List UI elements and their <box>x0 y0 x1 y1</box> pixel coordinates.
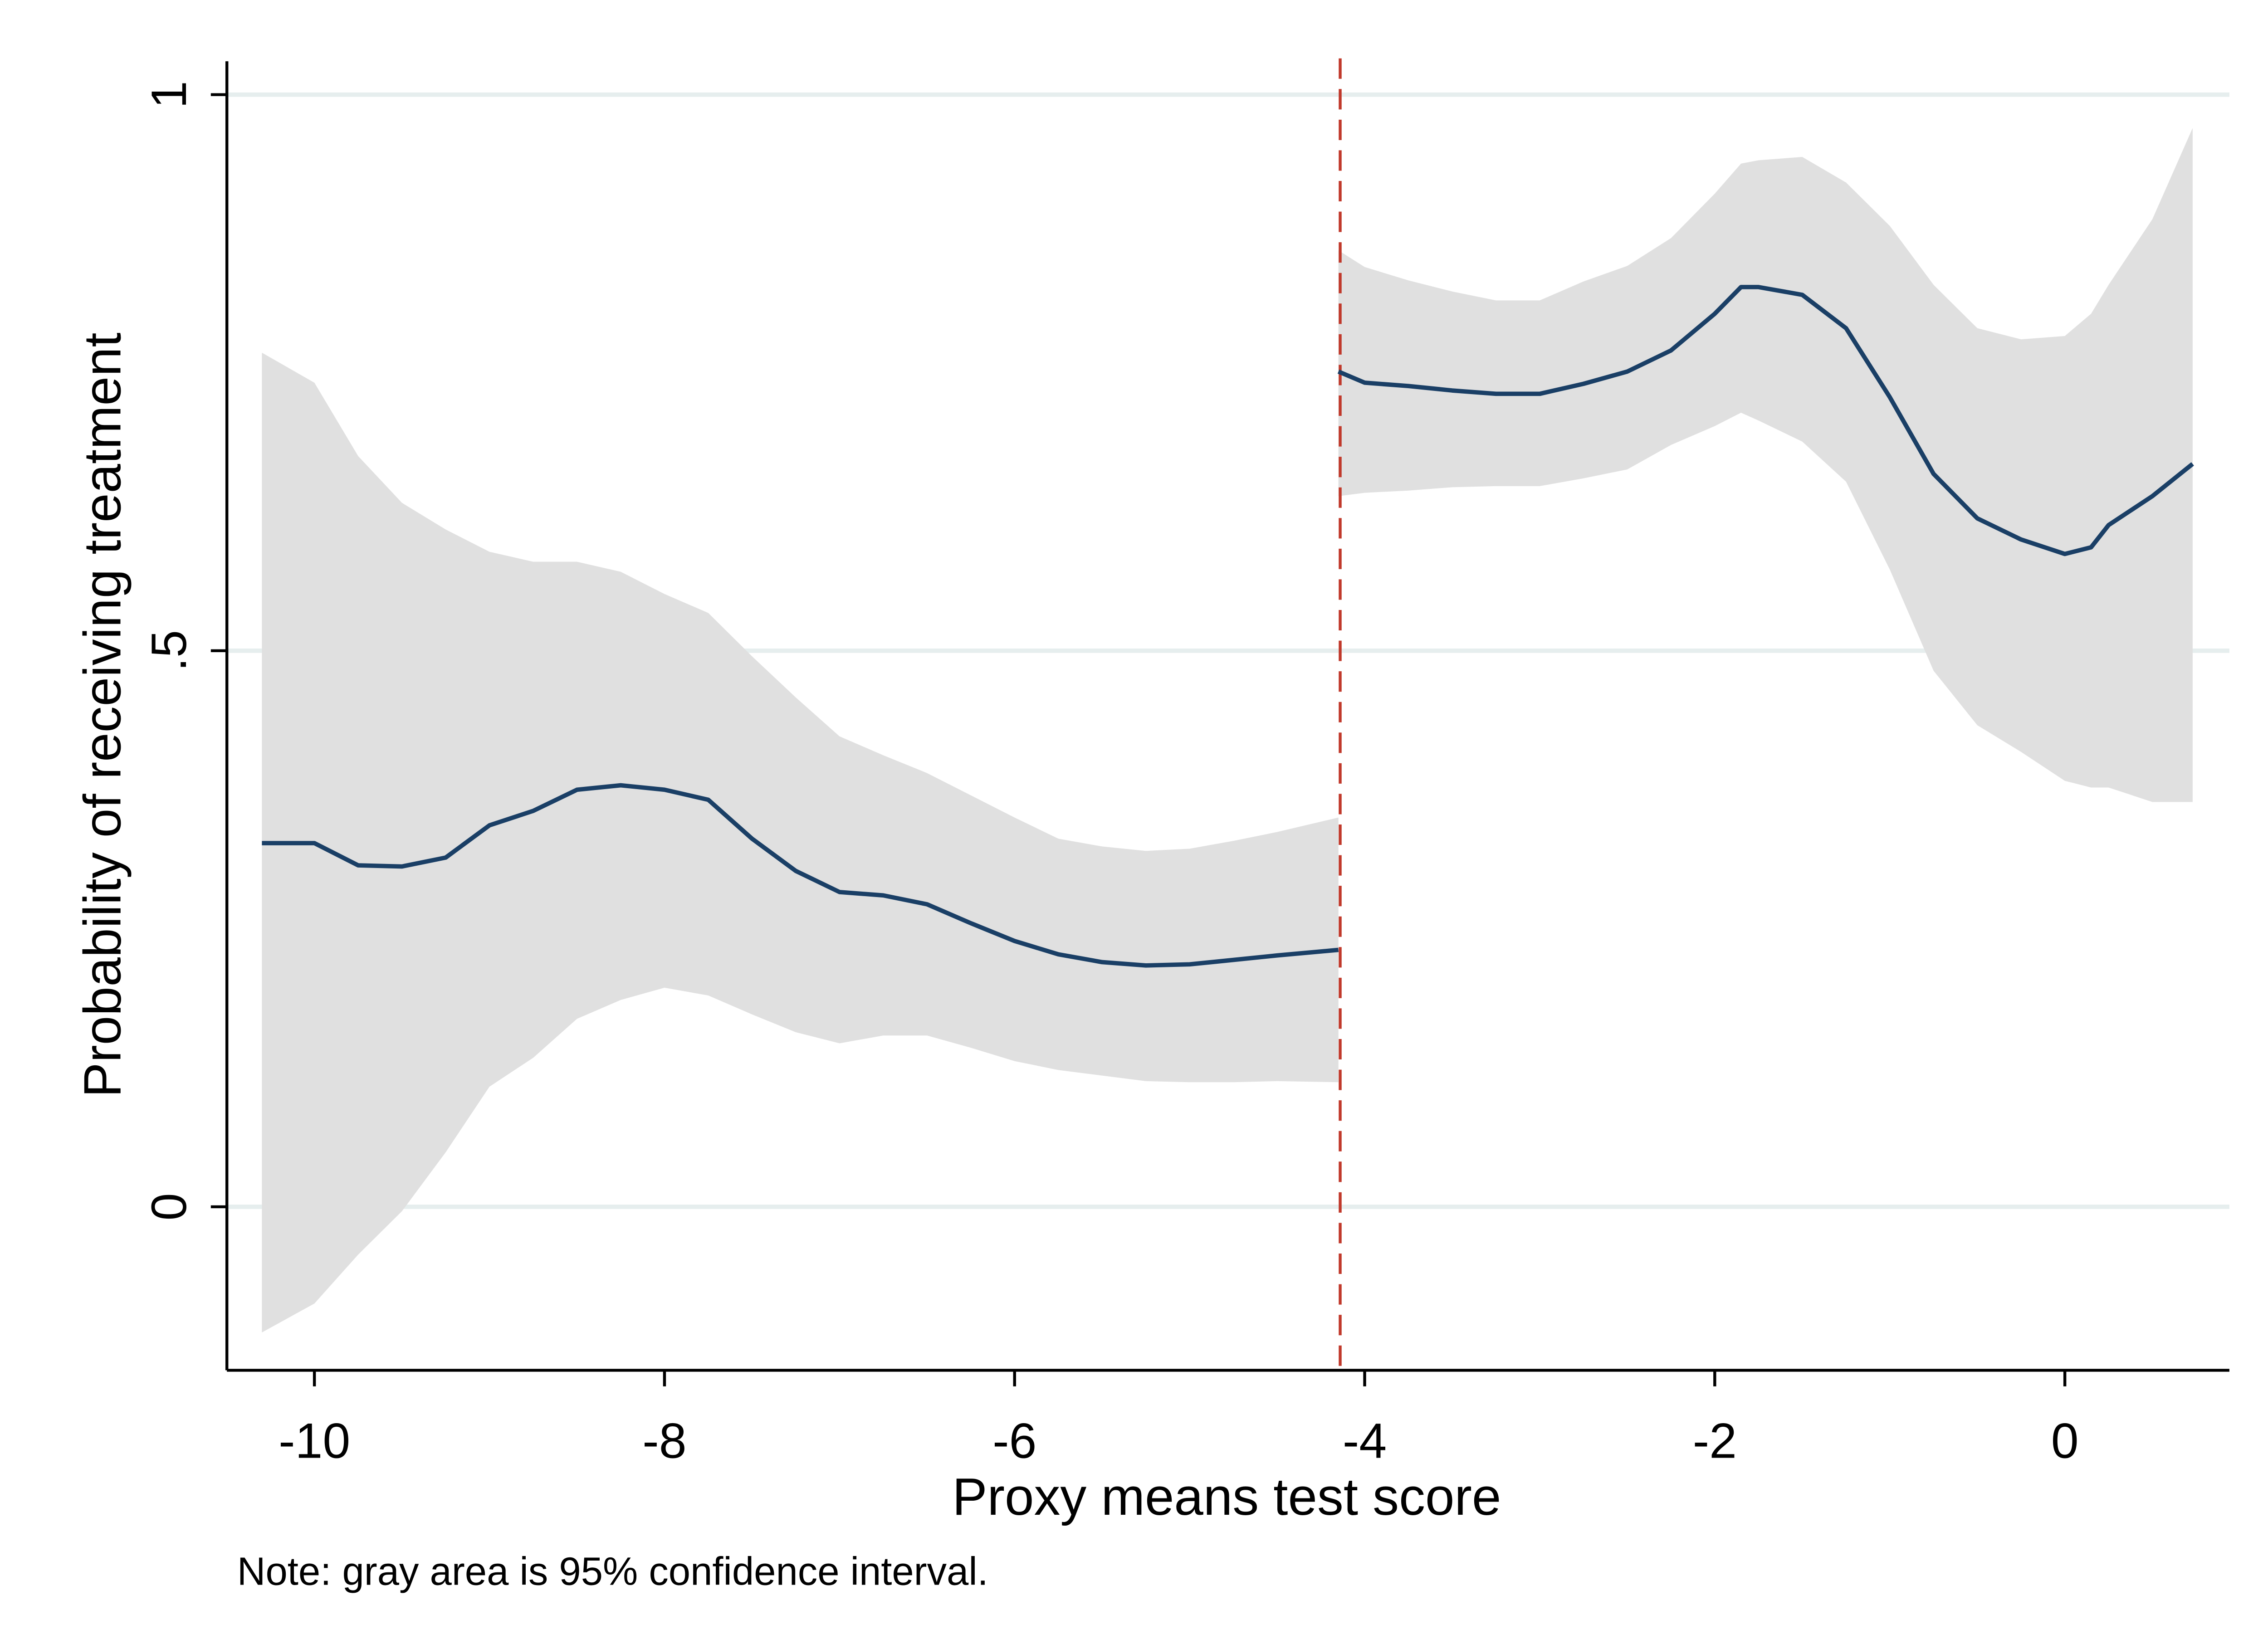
fit-line <box>262 783 1339 968</box>
note: Note: gray area is 95% confidence interv… <box>237 1549 988 1593</box>
x-tick-label: -8 <box>642 1413 686 1468</box>
x-tick-label: -6 <box>992 1413 1036 1468</box>
y-tick-label: 1 <box>142 81 197 108</box>
fit-line <box>1337 285 2194 556</box>
x-tick-label: 0 <box>2051 1413 2079 1468</box>
x-tick-label: -4 <box>1343 1413 1387 1468</box>
confidence-band <box>262 352 1339 1333</box>
y-tick-label: .5 <box>142 630 197 671</box>
x-tick-label: -10 <box>279 1413 350 1468</box>
confidence-band <box>1338 128 2193 802</box>
y-tick-label: 0 <box>142 1193 197 1221</box>
x-tick-label: -2 <box>1693 1413 1737 1468</box>
y-axis-title: Probability of receiving treatment <box>73 332 132 1098</box>
x-axis-title: Proxy means test score <box>952 1467 1501 1526</box>
